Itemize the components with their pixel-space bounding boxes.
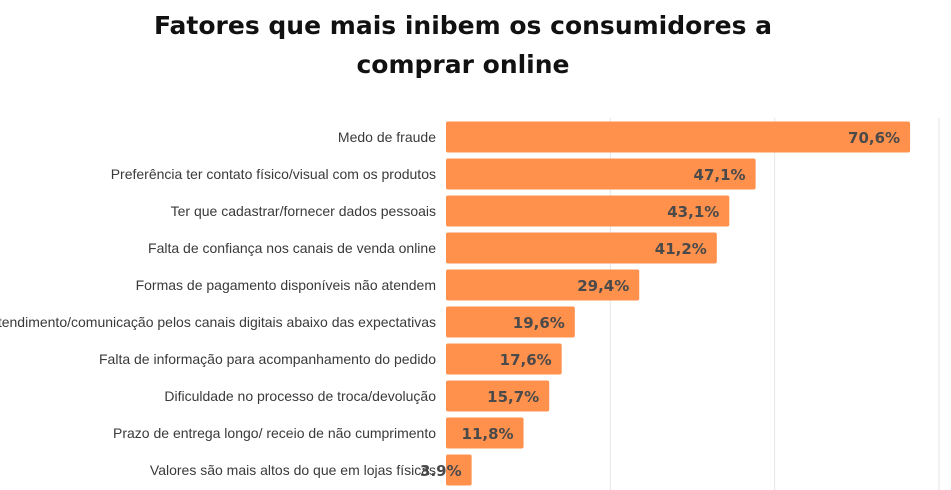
chart-title-line-2: comprar online <box>356 50 570 79</box>
category-label: Dificuldade no processo de troca/devoluç… <box>164 388 436 404</box>
value-label: 70,6% <box>848 129 900 147</box>
bar <box>446 269 640 301</box>
value-label: 43,1% <box>667 203 719 221</box>
bar <box>446 380 550 412</box>
value-label: 41,2% <box>655 240 707 258</box>
bar <box>446 306 575 338</box>
chart-title-line-1: Fatores que mais inibem os consumidores … <box>153 11 773 40</box>
category-labels: Medo de fraude Preferência ter contato fí… <box>0 129 436 478</box>
category-label: Falta de confiança nos canais de venda o… <box>148 240 436 256</box>
bar <box>446 195 730 227</box>
category-label: Prazo de entrega longo/ receio de não cu… <box>113 425 436 441</box>
value-label: 47,1% <box>694 166 746 184</box>
category-label: Formas de pagamento disponíveis não aten… <box>136 277 436 293</box>
value-label: 11,8% <box>462 425 514 443</box>
bar <box>446 343 562 375</box>
category-label: Preferência ter contato físico/visual co… <box>111 166 436 182</box>
category-label: Medo de fraude <box>338 129 436 145</box>
value-label: 3.9% <box>420 462 462 480</box>
value-label: 17,6% <box>500 351 552 369</box>
category-label: Falta de informação para acompanhamento … <box>99 351 436 367</box>
bar <box>446 158 756 190</box>
category-label: Valores são mais altos do que em lojas f… <box>150 462 436 478</box>
value-labels: 70,6% 47,1% 43,1% 41,2% 29,4% 19,6% 17,6% 15,7%… <box>420 129 900 480</box>
value-label: 15,7% <box>487 388 539 406</box>
category-label: Atendimento/comunicação pelos canais dig… <box>0 314 436 330</box>
bar <box>446 417 524 449</box>
category-label: Ter que cadastrar/fornecer dados pessoai… <box>171 203 436 219</box>
value-label: 19,6% <box>513 314 565 332</box>
bar <box>446 454 472 486</box>
bar <box>446 232 717 264</box>
bars <box>446 121 911 486</box>
value-label: 29,4% <box>577 277 629 295</box>
bar <box>446 121 911 153</box>
